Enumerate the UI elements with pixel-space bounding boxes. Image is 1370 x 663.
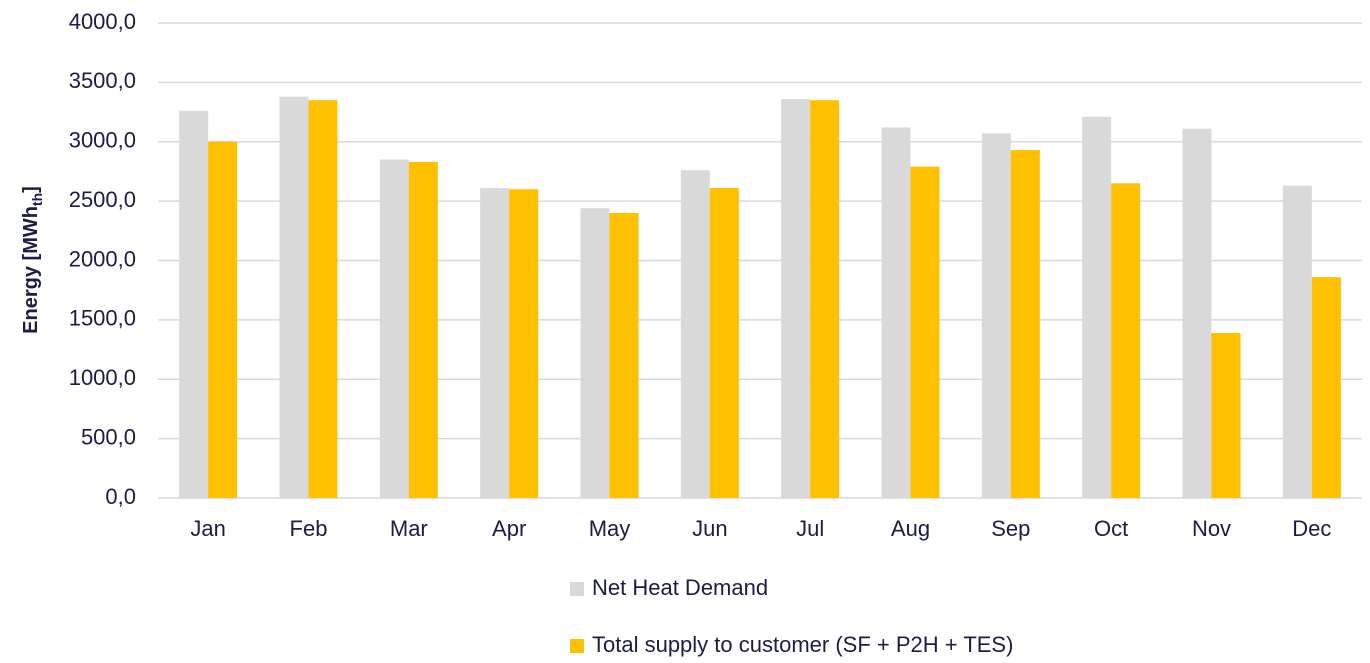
y-tick-label: 1500,0 [69, 306, 136, 331]
bar [609, 213, 639, 498]
legend-label: Total supply to customer (SF + P2H + TES… [592, 632, 1013, 657]
x-tick-label: Feb [290, 516, 328, 541]
y-axis-label: Energy [MWhth] [20, 186, 44, 334]
bar [680, 170, 710, 498]
legend-label: Net Heat Demand [592, 575, 768, 600]
bar [1082, 116, 1112, 498]
y-tick-label: 2500,0 [69, 187, 136, 212]
bar [910, 166, 940, 498]
bar [1182, 128, 1212, 498]
x-tick-label: Jun [692, 516, 727, 541]
bar [1311, 277, 1341, 498]
bar [1282, 185, 1312, 498]
x-tick-label: Apr [492, 516, 526, 541]
x-tick-label: Jan [190, 516, 225, 541]
x-tick-label: Aug [891, 516, 930, 541]
bar [981, 133, 1011, 498]
y-tick-label: 500,0 [81, 424, 136, 449]
x-tick-label: Nov [1192, 516, 1231, 541]
x-tick-label: Oct [1094, 516, 1128, 541]
x-tick-label: Sep [991, 516, 1030, 541]
bar [881, 127, 911, 498]
legend-swatch [570, 582, 584, 596]
bar [279, 96, 309, 498]
x-tick-label: Jul [796, 516, 824, 541]
y-tick-label: 3500,0 [69, 68, 136, 93]
bar [480, 188, 510, 498]
bar [179, 110, 209, 498]
y-tick-label: 4000,0 [69, 9, 136, 34]
bar [308, 100, 338, 498]
bar [709, 188, 739, 498]
y-tick-label: 0,0 [105, 484, 136, 509]
bar [810, 100, 840, 498]
y-axis-label-sub: th [29, 193, 45, 206]
bar [781, 99, 811, 498]
bar [379, 159, 409, 498]
bar [1211, 332, 1241, 498]
y-axis-label-part: Energy [MWh [20, 206, 42, 334]
bar [509, 189, 539, 498]
y-tick-label: 1000,0 [69, 365, 136, 390]
x-tick-label: May [589, 516, 631, 541]
bar [1111, 183, 1141, 498]
bar [1010, 150, 1040, 498]
y-tick-label: 3000,0 [69, 128, 136, 153]
bar [208, 141, 238, 498]
y-tick-label: 2000,0 [69, 246, 136, 271]
x-tick-label: Mar [390, 516, 428, 541]
y-axis-label-part: ] [20, 186, 42, 193]
legend-swatch [570, 639, 584, 653]
bar [408, 161, 438, 498]
x-tick-label: Dec [1292, 516, 1331, 541]
bar [580, 208, 610, 498]
